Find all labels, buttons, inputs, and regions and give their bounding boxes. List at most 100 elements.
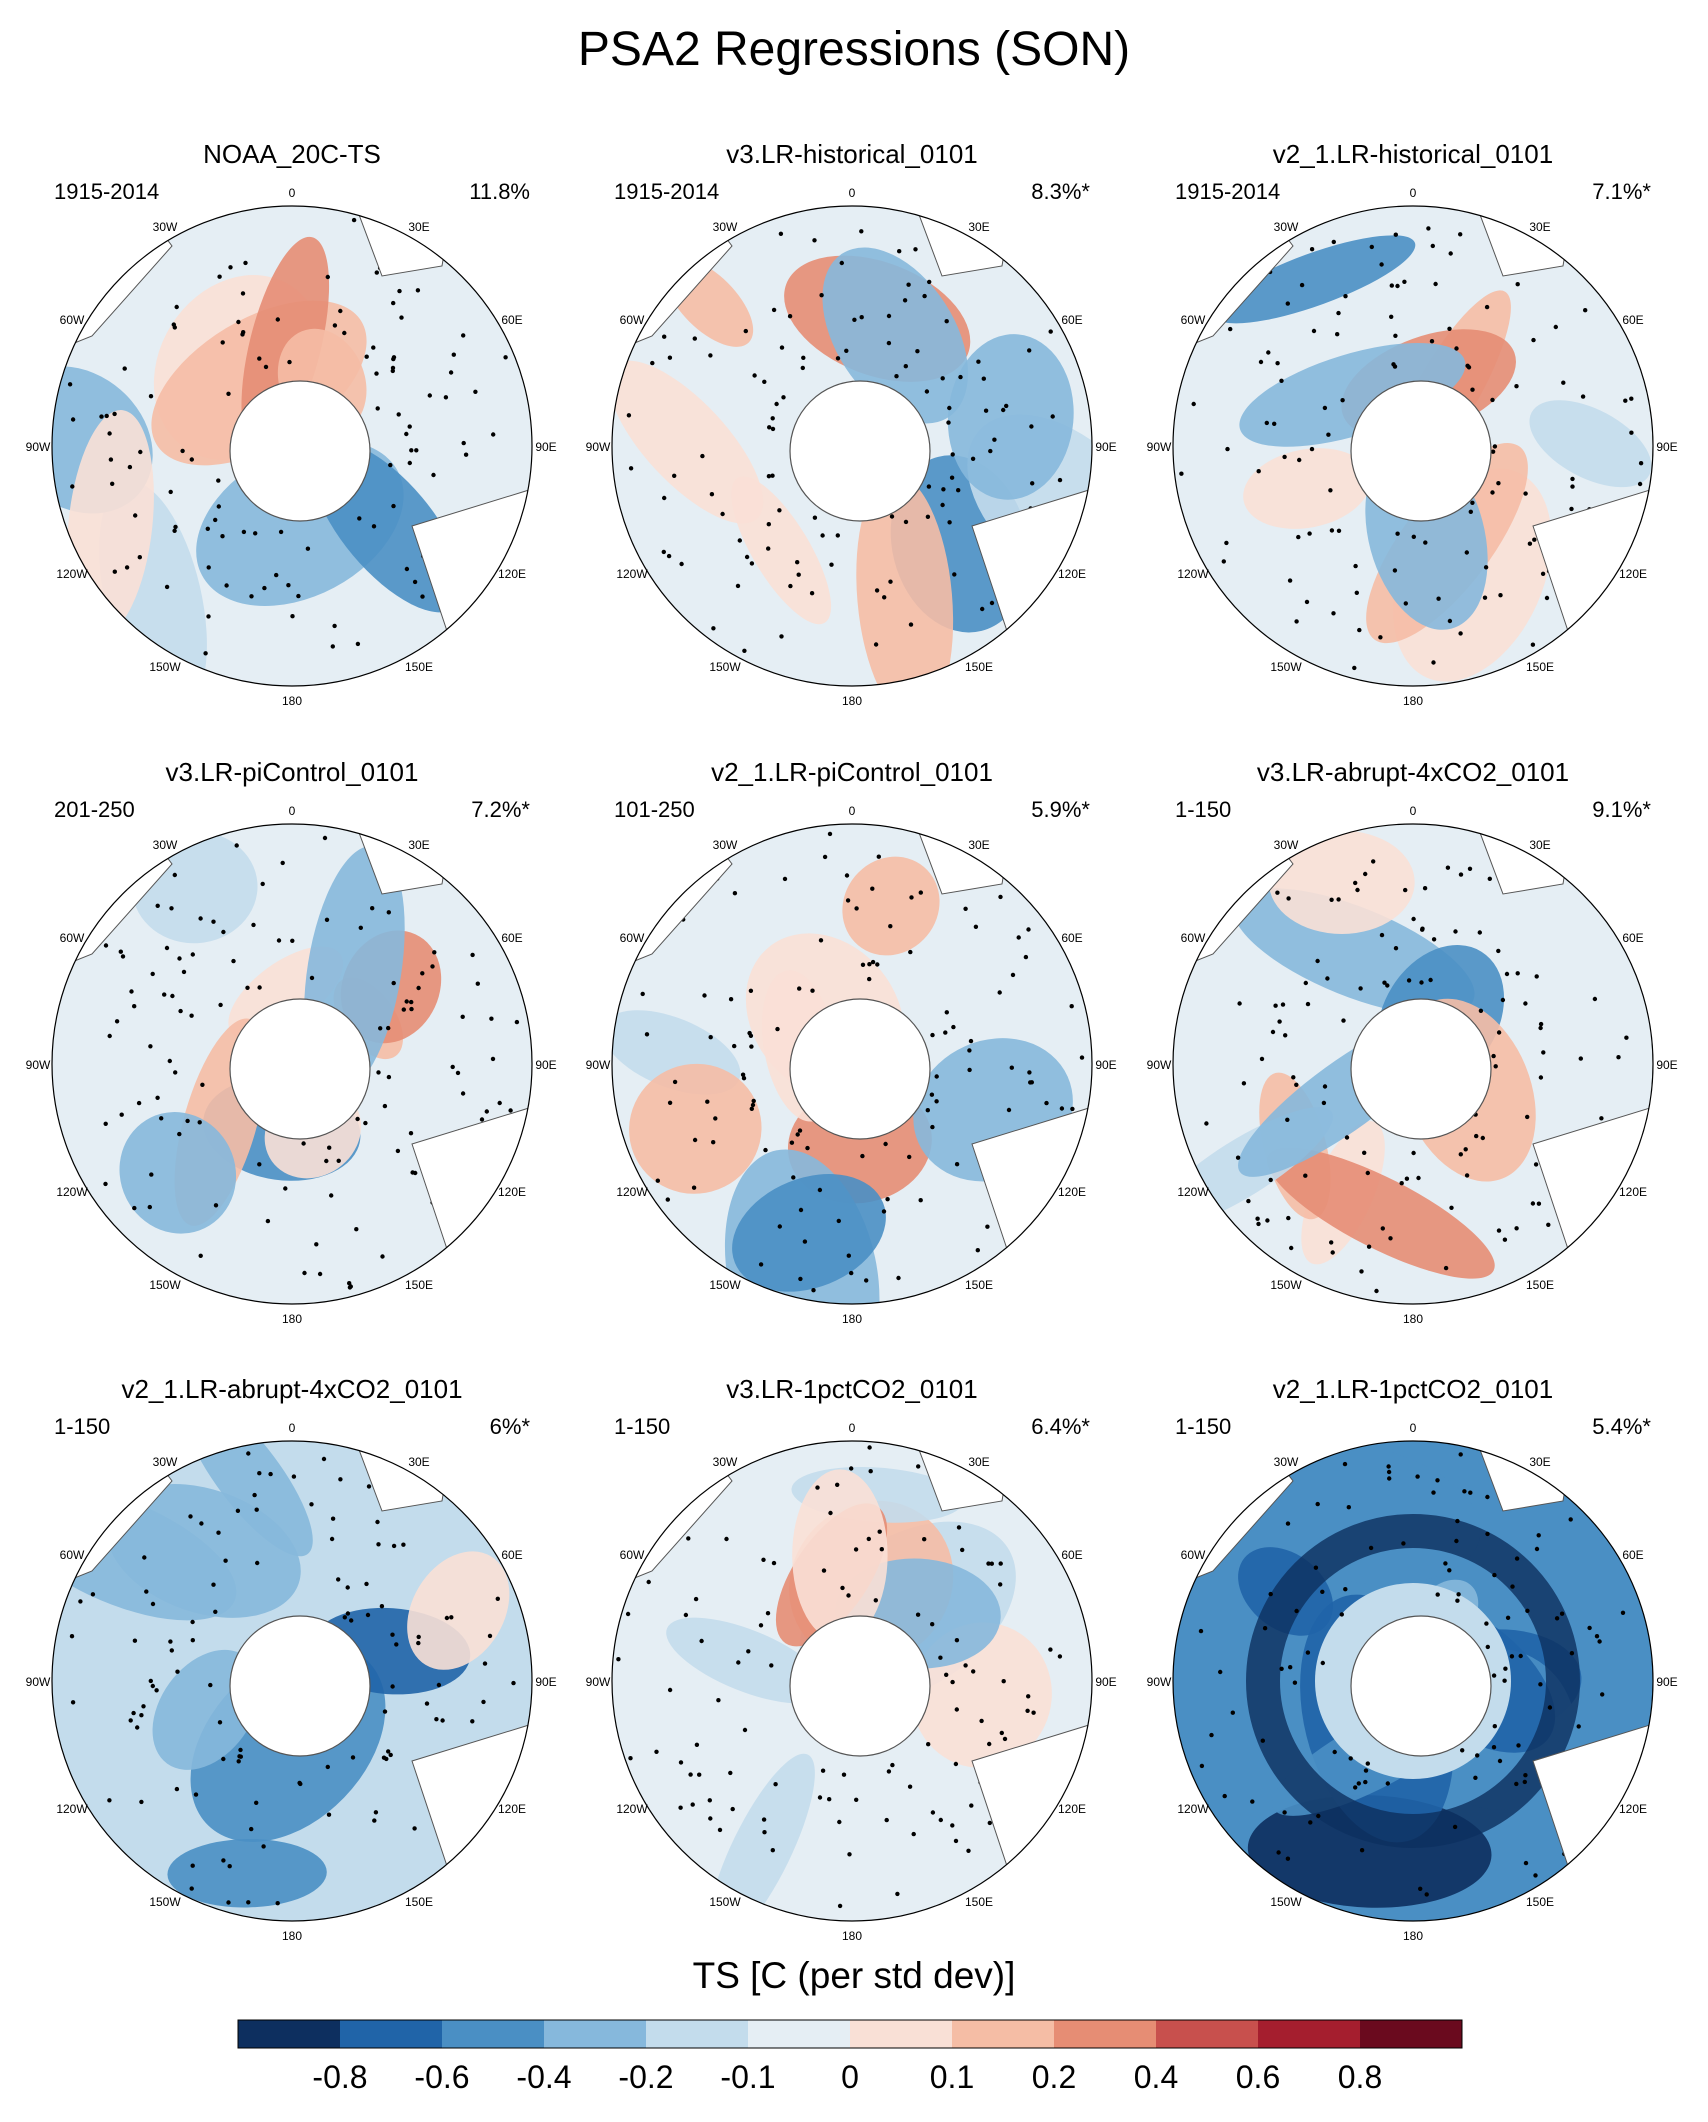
- colorbar-tick-label: 0.2: [1032, 2059, 1076, 2095]
- significance-dot: [374, 270, 379, 275]
- significance-dot: [1272, 421, 1277, 426]
- anomaly-blob: [822, 247, 969, 424]
- significance-dot: [347, 1281, 352, 1286]
- significance-dot: [1454, 346, 1459, 351]
- significance-dot: [938, 1655, 943, 1660]
- significance-dot: [798, 1276, 803, 1282]
- significance-dot: [815, 1485, 820, 1490]
- significance-dot: [240, 332, 245, 337]
- significance-dot: [828, 1510, 833, 1516]
- significance-dot: [650, 360, 655, 366]
- anomaly-blob: [407, 1551, 510, 1670]
- significance-dot: [1525, 1608, 1530, 1614]
- significance-dot: [416, 1634, 421, 1640]
- significance-dot: [104, 413, 109, 419]
- significance-dot: [1449, 1205, 1454, 1211]
- significance-dot: [881, 1209, 887, 1214]
- significance-dot: [889, 514, 895, 519]
- longitude-label: 120E: [1619, 567, 1647, 581]
- colorbar: -0.8 -0.6 -0.4 -0.2 -0.1 0 0.1 0.2 0.4 0.6 0.8: [237, 2019, 1463, 2095]
- longitude-label: 180: [282, 1312, 302, 1326]
- significance-dot: [888, 579, 893, 584]
- significance-dot: [395, 1148, 401, 1154]
- significance-dot: [1587, 1625, 1592, 1631]
- significance-dot: [1474, 1133, 1479, 1139]
- significance-dot: [1492, 1724, 1498, 1729]
- panel-variance: 8.3%*: [1031, 179, 1090, 204]
- significance-dot: [1616, 1055, 1621, 1060]
- significance-dot: [135, 1725, 140, 1730]
- significance-dot: [265, 1218, 271, 1224]
- significance-dot: [386, 910, 391, 915]
- significance-dot: [1309, 446, 1315, 452]
- significance-dot: [221, 929, 226, 935]
- significance-dot: [1299, 282, 1305, 288]
- significance-dot: [1292, 1680, 1298, 1685]
- significance-dot: [1059, 1106, 1065, 1111]
- significance-dot: [966, 1848, 971, 1854]
- significance-dot: [999, 1730, 1004, 1736]
- significance-dot: [1285, 1856, 1291, 1861]
- significance-dot: [1303, 980, 1309, 986]
- significance-dot: [172, 528, 177, 533]
- figure-title: PSA2 Regressions (SON): [577, 23, 1131, 76]
- longitude-label: 30E: [968, 220, 989, 234]
- significance-dot: [761, 1817, 767, 1822]
- significance-dot: [1423, 540, 1428, 545]
- significance-dot: [262, 585, 267, 591]
- significance-dot: [1255, 1216, 1260, 1221]
- longitude-label: 30E: [408, 838, 429, 852]
- significance-dot: [1029, 1080, 1035, 1085]
- significance-dot: [181, 969, 187, 975]
- significance-dot: [208, 1682, 213, 1688]
- significance-dot: [309, 1502, 314, 1507]
- significance-dot: [408, 1131, 414, 1136]
- significance-dot: [199, 1521, 204, 1526]
- significance-dot: [1502, 1237, 1508, 1242]
- significance-dot: [934, 1099, 939, 1104]
- significance-dot: [1330, 1250, 1335, 1255]
- longitude-label: 120W: [56, 1185, 88, 1199]
- longitude-label: 150W: [1270, 1895, 1302, 1909]
- significance-dot: [873, 642, 879, 647]
- significance-dot: [1380, 1226, 1386, 1231]
- significance-dot: [99, 414, 104, 419]
- significance-dot: [1620, 1610, 1626, 1616]
- significance-dot: [1379, 932, 1385, 938]
- significance-dot: [495, 1596, 500, 1602]
- significance-dot: [1029, 424, 1034, 429]
- significance-dot: [699, 1638, 704, 1644]
- significance-dot: [211, 1582, 216, 1587]
- significance-dot: [213, 517, 218, 523]
- significance-dot: [1044, 1100, 1049, 1106]
- longitude-label: 90W: [1147, 1675, 1172, 1689]
- significance-dot: [461, 440, 466, 446]
- longitude-label: 90W: [586, 1058, 611, 1072]
- antarctica: [789, 380, 931, 522]
- significance-dot: [376, 1542, 381, 1547]
- longitude-label: 120E: [1058, 1185, 1086, 1199]
- colorbar-swatch: [646, 2020, 749, 2048]
- significance-dot: [1492, 1572, 1497, 1578]
- significance-dot: [430, 964, 435, 969]
- significance-dot: [950, 452, 955, 457]
- significance-dot: [141, 1704, 146, 1709]
- significance-dot: [800, 365, 805, 371]
- significance-dot: [1258, 359, 1264, 365]
- significance-dot: [148, 394, 154, 399]
- significance-dot: [1523, 1773, 1528, 1778]
- panel-title: v2_1.LR-piControl_0101: [711, 757, 993, 787]
- anomaly-blob: [1268, 830, 1415, 934]
- significance-dot: [1443, 1561, 1448, 1566]
- significance-dot: [1010, 972, 1016, 978]
- longitude-label: 120E: [498, 567, 526, 581]
- significance-dot: [767, 425, 772, 430]
- longitude-label: 120W: [1177, 567, 1209, 581]
- significance-dot: [324, 917, 330, 922]
- significance-dot: [170, 993, 175, 999]
- significance-dot: [1623, 398, 1628, 403]
- significance-dot: [853, 1547, 859, 1552]
- significance-dot: [280, 860, 285, 866]
- significance-dot: [752, 373, 757, 378]
- significance-dot: [252, 1492, 257, 1498]
